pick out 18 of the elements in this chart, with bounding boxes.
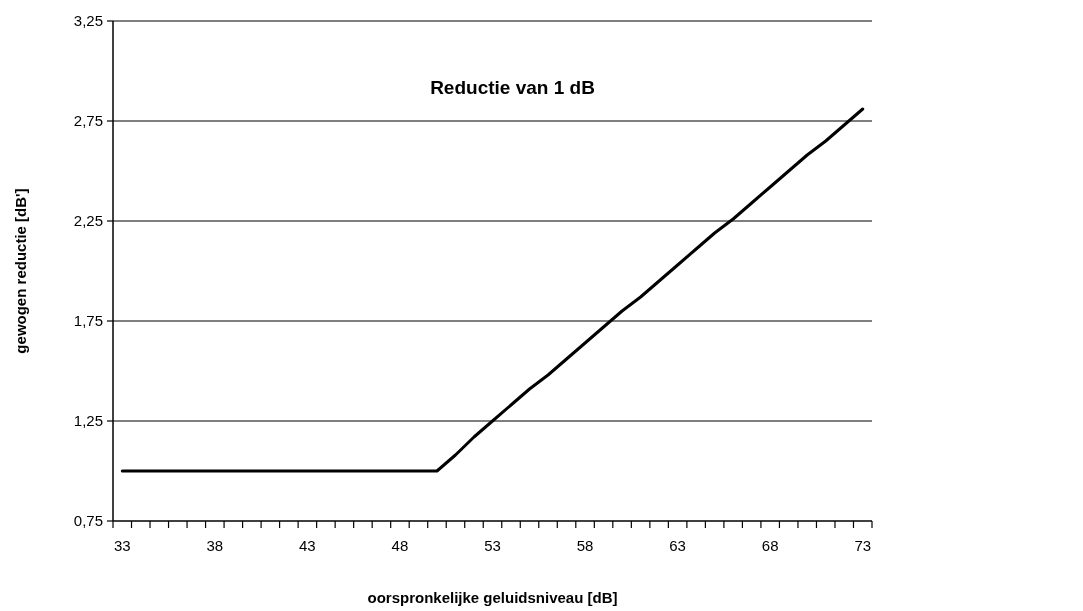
x-tick-label: 63	[669, 537, 686, 554]
y-tick-label: 1,25	[73, 412, 103, 430]
x-tick-label: 73	[854, 537, 872, 554]
y-tick-label: 2,25	[73, 212, 103, 230]
y-tick-label: 0,75	[73, 512, 103, 530]
x-tick-label: 48	[391, 537, 409, 554]
y-tick-label: 3,25	[73, 12, 103, 30]
x-tick-label: 33	[113, 537, 131, 554]
x-tick-label: 68	[761, 537, 779, 554]
x-tick-label: 53	[484, 537, 501, 554]
text: Reductie van 1 dB	[430, 77, 595, 98]
x-axis-title: oorspronkelijke geluidsniveau [dB]	[367, 589, 618, 606]
x-tick-label: 58	[576, 537, 594, 554]
x-tick-label: 43	[299, 537, 316, 554]
y-axis-title: gewogen reductie [dB']	[12, 188, 29, 354]
y-tick-label: 2,75	[73, 112, 103, 130]
x-tick-label: 38	[206, 537, 224, 554]
y-tick-label: 1,75	[73, 312, 103, 330]
